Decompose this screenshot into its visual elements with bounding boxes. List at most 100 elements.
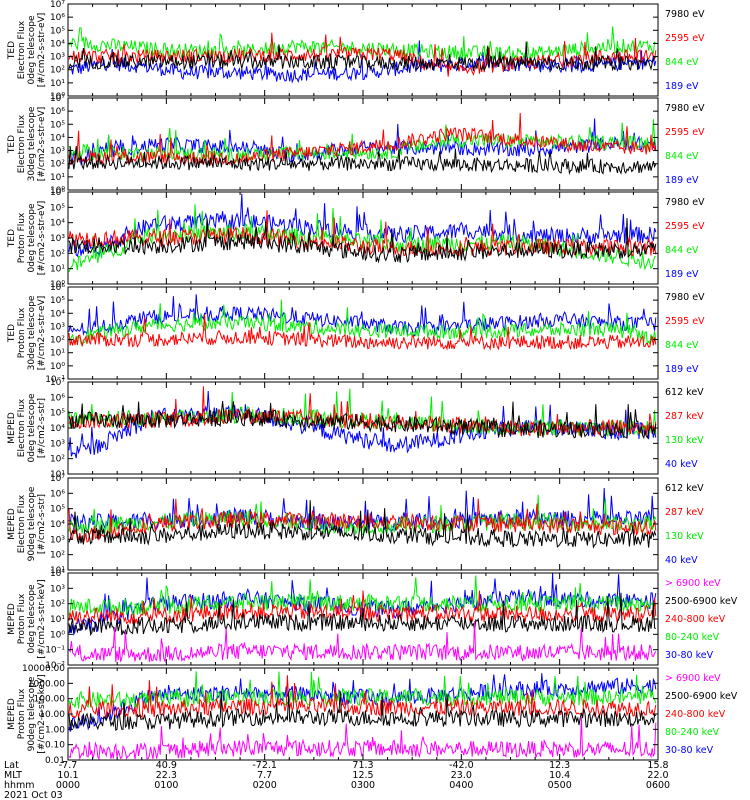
y-tick-label: 0.10 [45, 741, 65, 751]
footer-value: -7.7 [59, 760, 78, 771]
y-tick-label: 10³ [50, 535, 65, 545]
y-tick-label: 10³ [50, 322, 65, 332]
legend-entry: 287 keV [665, 507, 704, 518]
footer-value: -42.0 [449, 760, 474, 771]
legend-entry: 844 eV [665, 340, 699, 351]
series-trace-844eV [68, 26, 656, 61]
legend-entry: 287 keV [665, 411, 704, 422]
y-tick-label: 10⁰ [50, 186, 65, 196]
y-tick-label: 100.00 [34, 695, 66, 705]
footer-value: 12.3 [549, 760, 570, 771]
y-axis-label: 30deg telescope [27, 106, 37, 181]
y-axis-label: Electron Flux [17, 20, 27, 79]
legend-entry: 7980 eV [665, 292, 705, 303]
y-tick-label: 10⁷ [50, 474, 65, 484]
legend-entry: 2500-6900 keV [665, 691, 738, 702]
y-tick-label: 10⁻¹ [45, 375, 65, 385]
y-axis-label: [#/cm2-s-str-keV] [37, 674, 47, 753]
y-tick-label: 10⁵ [50, 505, 65, 515]
y-tick-label: 10¹ [50, 615, 65, 625]
legend-entry: 189 eV [665, 269, 699, 280]
y-axis-label: Electron Flux [17, 398, 27, 457]
series-trace-189eV [68, 118, 657, 166]
y-axis-label: 0deg telescope [27, 584, 37, 654]
y-tick-label: 10⁷ [50, 378, 65, 388]
y-tick-label: 10⁵ [50, 409, 65, 419]
legend-entry: 130 keV [665, 435, 704, 446]
footer-value: 40.9 [156, 760, 177, 771]
series-trace-287keV [68, 498, 657, 544]
footer-value: 0200 [253, 780, 277, 791]
series-trace-2595eV [68, 112, 657, 166]
y-tick-label: 10.00 [39, 710, 65, 720]
legend-entry: 189 eV [665, 175, 699, 186]
y-tick-label: 10³ [50, 53, 65, 63]
footer-value: 22.3 [156, 770, 177, 781]
footer-value: 7.7 [257, 770, 272, 781]
legend-entry: 80-240 keV [665, 632, 720, 643]
legend-entry: 612 keV [665, 387, 704, 398]
y-axis-label: [#/cm2-s-str-eV] [37, 107, 47, 182]
y-tick-label: 10⁻¹ [45, 646, 65, 656]
y-tick-label: 10² [50, 160, 65, 170]
y-axis-label: TED [7, 41, 17, 60]
panel-frame [67, 97, 659, 191]
footer-value: 22.0 [647, 770, 668, 781]
y-tick-label: 10⁵ [50, 296, 65, 306]
footer-value: 0100 [154, 780, 178, 791]
y-tick-label: 10⁴ [50, 424, 65, 434]
y-axis-label: [#/cm2-s-str] [37, 398, 47, 458]
legend-entry: 240-800 keV [665, 614, 726, 625]
y-tick-label: 10¹ [50, 566, 65, 576]
y-tick-label: 10⁶ [50, 107, 65, 117]
y-tick-label: 10¹ [50, 470, 65, 480]
series-trace-7980eV [68, 41, 656, 72]
series-trace-612keV [68, 500, 657, 549]
series-trace-2595eV [68, 314, 657, 351]
y-axis-label: 0deg telescope [27, 15, 37, 85]
y-axis-label: [#/cm2-s-str] [37, 494, 47, 554]
panel-frame [67, 191, 659, 285]
footer-value: 71.3 [352, 760, 373, 771]
series-trace-240800keV [68, 590, 657, 625]
legend-entry: 2595 eV [665, 221, 705, 232]
panel-7: 10⁻² 10⁻¹ 10⁰ 10¹ 10² 10³ 10⁴ MEPED Proton Flux 0… [7, 569, 738, 671]
y-axis-label: 0deg telescope [27, 203, 37, 273]
y-tick-label: 10³ [50, 584, 65, 594]
y-axis-label: Electron Flux [17, 494, 27, 553]
footer-row-label: MLT [4, 770, 22, 781]
legend-entry: > 6900 keV [665, 673, 721, 684]
y-tick-label: 10⁴ [50, 520, 65, 530]
legend-entry: 7980 eV [665, 103, 705, 114]
legend-entry: 844 eV [665, 57, 699, 68]
y-axis-label: MEPED [7, 412, 17, 444]
series-trace-189eV [68, 294, 657, 337]
y-tick-label: 10⁷ [50, 0, 65, 10]
series-trace-25006900keV [68, 691, 657, 731]
y-tick-label: 10⁷ [50, 94, 65, 104]
footer-value: 15.8 [647, 760, 668, 771]
legend-entry: > 6900 keV [665, 578, 721, 589]
y-axis-label: MEPED [7, 603, 17, 635]
y-tick-label: 10² [50, 66, 65, 76]
legend-entry: 2595 eV [665, 127, 705, 138]
date-label: 2021 Oct 03 [4, 790, 63, 800]
y-axis-label: [#/cm2-s-str-eV] [37, 201, 47, 276]
y-tick-label: 10⁻² [45, 661, 65, 671]
footer-row-label: Lat [4, 760, 19, 771]
legend-entry: 844 eV [665, 245, 699, 256]
y-tick-label: 10⁶ [50, 393, 65, 403]
panel-8: 0.01 0.10 1.00 10.00 100.00 1000.00 10000.00 ME… [7, 664, 738, 766]
panel-frame [67, 572, 659, 666]
series-trace-189eV [68, 193, 657, 258]
footer-value: -72.1 [252, 760, 277, 771]
y-axis-label: [#/cm2-s-str-keV] [37, 579, 47, 658]
legend-entry: 130 keV [665, 531, 704, 542]
y-tick-label: 10⁶ [50, 188, 65, 198]
y-tick-label: 1000.00 [28, 679, 65, 689]
y-tick-label: 10¹ [50, 173, 65, 183]
y-tick-label: 10² [50, 551, 65, 561]
legend-entry: 80-240 keV [665, 727, 720, 738]
legend-entry: 40 keV [665, 459, 698, 470]
series-trace-25006900keV [68, 592, 657, 637]
